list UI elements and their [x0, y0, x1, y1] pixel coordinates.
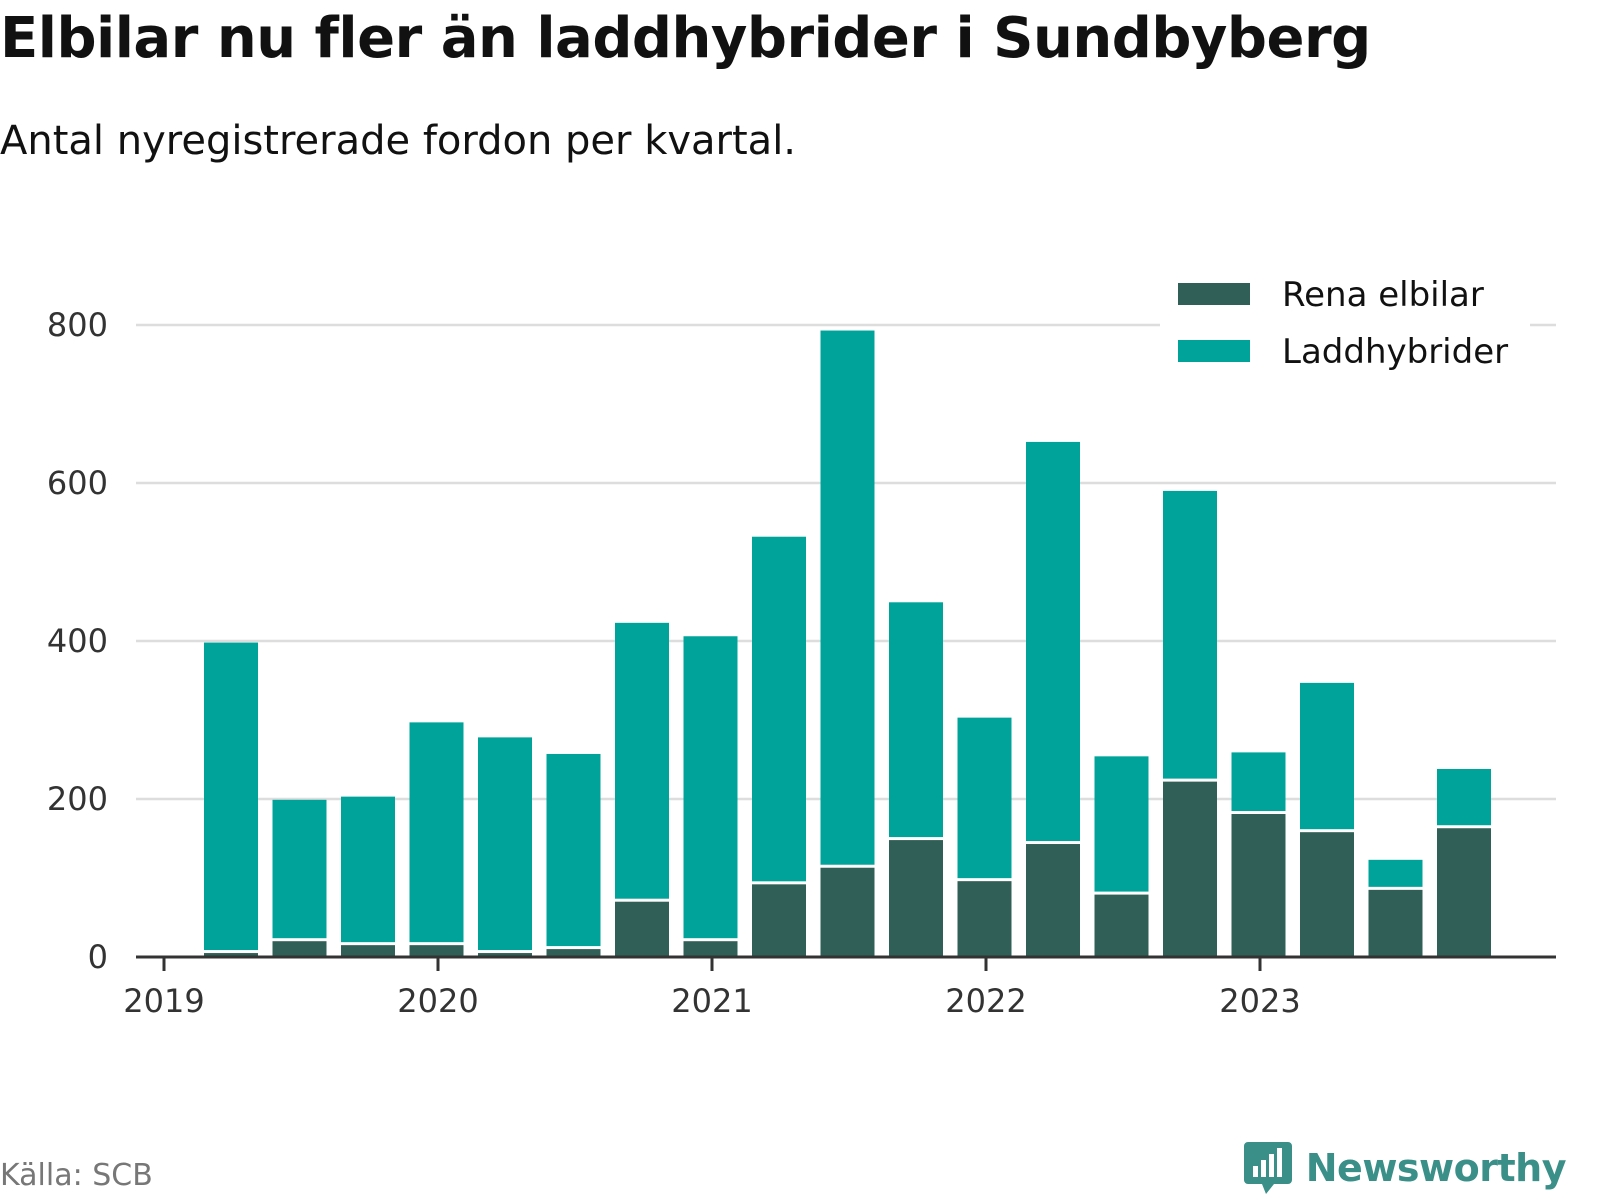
- x-tick-label: 2023: [1219, 982, 1300, 1020]
- y-tick-label: 200: [47, 780, 108, 818]
- bar-laddhybrider: [1094, 756, 1149, 892]
- legend-swatch-rena-elbilar: [1178, 283, 1250, 305]
- bar-laddhybrider: [409, 722, 464, 943]
- y-tick-label: 400: [47, 622, 108, 660]
- bar-rena-elbilar: [1437, 828, 1491, 957]
- bar-laddhybrider: [615, 622, 669, 899]
- bar-laddhybrider: [272, 799, 327, 939]
- bar-laddhybrider: [1026, 441, 1080, 842]
- bar-rena-elbilar: [478, 953, 532, 957]
- bar-laddhybrider: [889, 602, 943, 838]
- bars: [204, 330, 1491, 957]
- bar-rena-elbilar: [615, 901, 669, 957]
- bar-laddhybrider: [341, 796, 395, 943]
- bar-rena-elbilar: [409, 945, 464, 957]
- bar-laddhybrider: [957, 717, 1012, 879]
- bar-rena-elbilar: [957, 881, 1012, 957]
- bar-rena-elbilar: [204, 953, 258, 957]
- bar-rena-elbilar: [1094, 894, 1149, 957]
- bar-laddhybrider: [1300, 682, 1354, 830]
- x-tick-label: 2020: [397, 982, 478, 1020]
- bar-laddhybrider: [820, 330, 875, 865]
- legend-swatch-laddhybrider: [1178, 340, 1250, 362]
- brand-name: Newsworthy: [1305, 1146, 1567, 1190]
- brand-logo[interactable]: Newsworthy: [1242, 1140, 1567, 1196]
- newsworthy-logo-icon: [1243, 1142, 1292, 1194]
- bar-rena-elbilar: [1300, 832, 1354, 957]
- chart-title: Elbilar nu fler än laddhybrider i Sundby…: [0, 6, 1371, 71]
- bar-laddhybrider: [1368, 859, 1423, 887]
- legend-label-laddhybrider: Laddhybrider: [1282, 332, 1508, 372]
- bar-laddhybrider: [752, 536, 806, 882]
- bar-rena-elbilar: [1026, 844, 1080, 957]
- chart-subtitle: Antal nyregistrerade fordon per kvartal.: [0, 118, 797, 164]
- legend: Rena elbilar Laddhybrider: [1160, 270, 1530, 372]
- bar-laddhybrider: [1231, 752, 1286, 812]
- bar-laddhybrider: [683, 636, 738, 939]
- bar-rena-elbilar: [272, 941, 327, 957]
- bar-rena-elbilar: [752, 884, 806, 957]
- bar-rena-elbilar: [341, 945, 395, 957]
- y-axis-ticks: 0 200 400 600 800: [47, 306, 108, 976]
- bar-laddhybrider: [546, 753, 601, 947]
- bar-rena-elbilar: [1368, 889, 1423, 957]
- bar-rena-elbilar: [1231, 814, 1286, 957]
- bar-rena-elbilar: [683, 941, 738, 957]
- x-tick-label: 2022: [945, 982, 1026, 1020]
- bar-rena-elbilar: [820, 867, 875, 957]
- bar-rena-elbilar: [1163, 781, 1217, 957]
- bar-laddhybrider: [1163, 490, 1217, 779]
- y-tick-label: 0: [88, 938, 108, 976]
- source-note: Källa: SCB: [0, 1158, 153, 1193]
- y-tick-label: 600: [47, 464, 108, 502]
- stacked-bar-chart: 0 200 400 600 800 2019 2020 2021 2022 2023 Rena …: [46, 270, 1556, 1020]
- bar-laddhybrider: [478, 737, 532, 951]
- x-tick-label: 2019: [123, 982, 204, 1020]
- bar-rena-elbilar: [889, 840, 943, 957]
- bar-laddhybrider: [204, 642, 258, 951]
- bar-rena-elbilar: [546, 949, 601, 957]
- y-tick-label: 800: [47, 306, 108, 344]
- legend-label-rena-elbilar: Rena elbilar: [1282, 275, 1484, 315]
- bar-laddhybrider: [1437, 768, 1491, 826]
- x-tick-label: 2021: [671, 982, 752, 1020]
- x-axis: 2019 2020 2021 2022 2023: [123, 955, 1556, 1020]
